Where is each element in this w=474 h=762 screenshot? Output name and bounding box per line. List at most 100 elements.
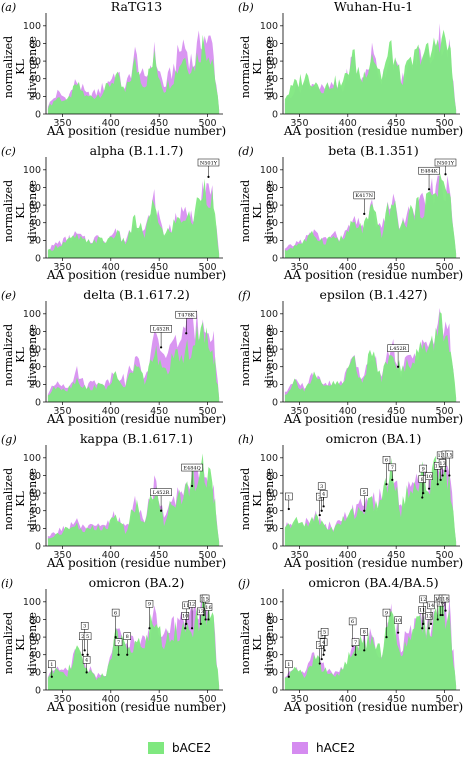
chart-svg: 0 20 40 60 80 100 350 400 450 500 L452R	[260, 301, 460, 417]
annotation-point	[190, 627, 194, 630]
y-tick-label: 100	[260, 165, 278, 176]
y-tick-label: 0	[272, 397, 278, 408]
annotation-box	[150, 488, 172, 496]
series-area-bace2	[47, 453, 220, 546]
annotation-point	[396, 365, 400, 368]
x-tick-label: 500	[198, 262, 216, 273]
annotation-box	[418, 166, 440, 175]
annotation-point	[385, 635, 388, 639]
legend-swatch-hace2	[292, 742, 308, 754]
y-tick-label: 20	[266, 668, 278, 679]
annotation-label: N501Y	[437, 160, 455, 166]
annotation-point	[320, 658, 323, 661]
x-tick-label: 350	[290, 406, 308, 417]
x-tick-label: 400	[102, 262, 120, 273]
annotation-point	[439, 613, 442, 617]
annotation-point	[322, 653, 325, 656]
annotation-point	[436, 618, 439, 621]
annotation-point	[441, 474, 444, 477]
annotation-point	[50, 675, 53, 678]
x-tick-label: 350	[290, 118, 308, 129]
annotation-point	[287, 675, 290, 678]
annotation-box	[353, 191, 375, 200]
x-tick-label: 400	[339, 406, 357, 417]
annotation-box	[204, 603, 213, 611]
y-tick-label: 40	[266, 362, 278, 373]
annotation-point	[427, 487, 431, 490]
annotation-point	[159, 346, 163, 349]
annotation-point	[190, 484, 194, 488]
annotation-point	[199, 622, 202, 625]
annotation-point	[448, 474, 451, 477]
y-axis-label: normalized KL divergence	[239, 467, 276, 531]
x-axis-label: AA position (residue number)	[46, 268, 227, 282]
x-tick-label: 350	[53, 406, 71, 417]
y-tick-label: 60	[266, 200, 278, 211]
panel-letter: (j)	[238, 577, 250, 590]
annotation-box	[197, 607, 205, 616]
chart-svg: 0204060801003504004505001234567891011121…	[260, 589, 460, 705]
legend-label-hace2: hACE2	[316, 741, 356, 755]
x-tick-label: 400	[102, 694, 120, 705]
annotation-label: 15	[446, 452, 452, 458]
annotation-box	[80, 622, 89, 630]
panel-letter: (b)	[238, 1, 254, 14]
y-tick-label: 40	[29, 218, 41, 229]
annotation-box	[351, 638, 360, 646]
annotation-point	[126, 653, 129, 656]
annotation-point	[421, 496, 424, 499]
x-tick-label: 350	[53, 550, 71, 561]
annotation-label: 11	[183, 603, 189, 609]
y-tick-label: 80	[266, 183, 278, 194]
panel-title: epsilon (B.1.427)	[319, 287, 428, 302]
annotation-label: 14	[428, 603, 434, 609]
chart-svg: 0 20 40 60 80 100 350 400 450 500 L452R T478K	[23, 301, 223, 417]
y-tick-label: 80	[29, 615, 41, 626]
annotation-label: 12	[189, 602, 195, 608]
annotation-box	[382, 456, 391, 464]
x-tick-label: 500	[198, 406, 216, 417]
annotation-label: L452R	[153, 327, 170, 333]
y-axis-label: normalized KL divergence	[2, 323, 39, 387]
annotation-point	[421, 627, 424, 630]
chart-panel: 0 20 40 60 80 100 350 400 450 500 N501Y (c) alpha (B…	[0, 144, 237, 288]
annotation-label: 7	[117, 640, 120, 646]
annotation-point	[204, 618, 207, 621]
series-area-bace2	[284, 172, 457, 258]
y-axis-label: normalized KL divergence	[239, 611, 276, 675]
panel-title: alpha (B.1.1.7)	[89, 143, 184, 158]
y-tick-label: 20	[266, 380, 278, 391]
series-area-bace2	[47, 594, 220, 690]
x-tick-label: 500	[198, 550, 216, 561]
y-tick-label: 20	[266, 236, 278, 247]
annotation-box	[111, 608, 120, 617]
annotation-point	[422, 622, 425, 625]
annotation-point	[148, 627, 151, 630]
y-tick-label: 100	[23, 165, 41, 176]
x-tick-label: 400	[102, 406, 120, 417]
y-tick-label: 20	[29, 236, 41, 247]
annotation-label: 5	[86, 634, 89, 640]
annotation-label: 13	[439, 461, 445, 467]
annotation-label: 2	[318, 643, 321, 649]
annotation-label: 12	[437, 453, 443, 459]
annotation-label: 18	[442, 596, 448, 602]
annotation-label: 2	[318, 494, 321, 500]
y-tick-label: 80	[29, 471, 41, 482]
annotation-label: 8	[421, 477, 424, 483]
annotation-box	[441, 594, 450, 603]
y-tick-label: 60	[29, 344, 41, 355]
annotation-label: 6	[385, 458, 388, 464]
annotation-box	[145, 600, 154, 608]
annotation-label: 2	[81, 634, 84, 640]
annotation-label: 11	[435, 464, 441, 470]
annotation-label: 9	[385, 610, 388, 616]
annotation-point	[436, 483, 439, 486]
annotation-label: E484K	[421, 169, 438, 175]
y-tick-label: 20	[29, 668, 41, 679]
annotation-box	[123, 632, 131, 640]
annotation-box	[425, 472, 433, 480]
x-tick-label: 350	[53, 118, 71, 129]
